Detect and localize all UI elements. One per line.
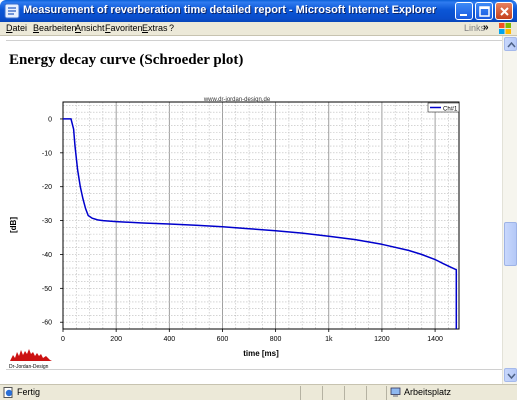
plot-area-frame [62, 101, 460, 330]
x-tick-label: 800 [270, 336, 282, 343]
x-tick-label: 1400 [427, 336, 443, 343]
menu-extras[interactable]: Extras [142, 23, 168, 33]
status-separator [322, 386, 323, 400]
scroll-thumb[interactable] [504, 222, 517, 266]
x-axis-label: time [ms] [243, 349, 279, 358]
arrow-up-icon [507, 41, 516, 48]
x-tick-label: 200 [110, 336, 122, 343]
my-computer-icon [390, 387, 401, 397]
page-title: Energy decay curve (Schroeder plot) [9, 52, 244, 68]
dr-jordan-design-logo: Dr-Jordan-Design [9, 349, 52, 370]
scroll-up-button[interactable] [504, 37, 517, 51]
menu-bearbeiten[interactable]: Bearbeiten [33, 23, 77, 33]
status-separator [300, 386, 301, 400]
y-tick-label: 0 [48, 116, 52, 123]
x-tick-label: 0 [61, 336, 65, 343]
legend-box [427, 102, 460, 113]
y-tick-label: -10 [42, 150, 52, 157]
y-tick-label: -20 [42, 184, 52, 191]
series-ch1-line [63, 118, 458, 329]
links-chevron[interactable]: » [483, 22, 489, 33]
window-titlebar[interactable]: Measurement of reverberation time detail… [0, 0, 517, 22]
y-tick-label: -50 [42, 286, 52, 293]
y-tick-label: -40 [42, 252, 52, 259]
y-tick-label: -60 [42, 320, 52, 327]
x-tick-label: 1200 [374, 336, 390, 343]
logo-graphic [10, 349, 52, 361]
arrow-down-icon [507, 373, 516, 380]
minimize-icon [460, 14, 467, 16]
x-tick-label: 1k [325, 336, 333, 343]
internet-explorer-icon [4, 3, 20, 19]
y-tick-label: -30 [42, 218, 52, 225]
chart-watermark: www.dr-jordan-design.de [203, 97, 271, 103]
security-zone-text: Arbeitsplatz [404, 387, 452, 397]
windows-logo-icon [499, 23, 511, 34]
status-bar: Fertig Arbeitsplatz [0, 384, 517, 400]
y-axis-label: [dB] [9, 217, 18, 233]
schroeder-chart: www.dr-jordan-design.de 0 200 400 600 800 1k 1… [9, 97, 460, 370]
status-separator [366, 386, 367, 400]
top-divider [6, 40, 502, 41]
x-tick-label: 400 [163, 336, 175, 343]
menu-ansicht[interactable]: Ansicht [75, 23, 105, 33]
chart-grid [63, 102, 459, 329]
scroll-down-button[interactable] [504, 368, 517, 382]
minimize-button[interactable] [455, 2, 473, 20]
window-title: Measurement of reverberation time detail… [23, 4, 437, 16]
close-button[interactable] [495, 2, 513, 20]
page-content: Energy decay curve (Schroeder plot) www.… [0, 36, 502, 384]
maximize-icon [479, 6, 490, 17]
chart-legend: Ch#1 [427, 102, 460, 113]
status-text: Fertig [17, 387, 41, 397]
status-separator [344, 386, 345, 400]
menu-help[interactable]: ? [169, 23, 175, 33]
status-separator [386, 386, 387, 400]
menu-datei[interactable]: Datei [6, 23, 28, 33]
close-icon [500, 7, 509, 16]
bottom-divider [6, 369, 502, 370]
x-tick-labels: 0 200 400 600 800 1k 1200 1400 [61, 329, 443, 343]
maximize-button[interactable] [475, 2, 493, 20]
menu-bar: Datei Bearbeiten Ansicht Favoriten Extra… [0, 22, 517, 36]
page-done-icon [3, 387, 13, 398]
y-tick-labels: 0 -10 -20 -30 -40 -50 -60 [42, 116, 63, 327]
x-tick-label: 600 [217, 336, 229, 343]
vertical-scrollbar[interactable] [502, 36, 517, 384]
links-toolbar-label[interactable]: Links [464, 23, 486, 33]
logo-text: Dr-Jordan-Design [9, 364, 49, 370]
legend-label-ch1: Ch#1 [443, 107, 458, 113]
menu-favoriten[interactable]: Favoriten [105, 23, 143, 33]
